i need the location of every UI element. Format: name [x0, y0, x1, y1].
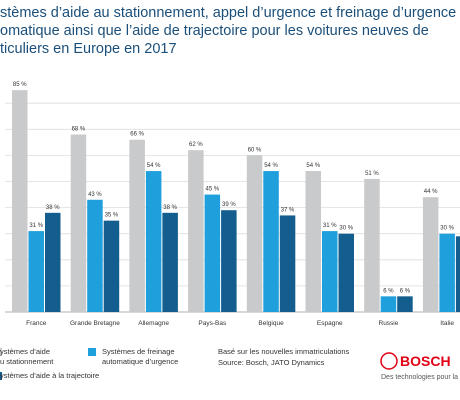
legend-label: u stationnement	[0, 357, 54, 366]
x-tick-label: Belgique	[258, 320, 284, 327]
data-label: 39 %	[222, 202, 236, 208]
chart-title: ticuliers en Europe en 2017	[0, 41, 177, 57]
data-label: 68 %	[72, 127, 86, 133]
bar	[188, 150, 204, 312]
data-label: 6 %	[400, 288, 411, 294]
bar	[439, 233, 455, 312]
data-label: 37 %	[281, 207, 295, 213]
data-label: 51 %	[365, 171, 379, 177]
x-tick-label: France	[26, 320, 47, 327]
bar	[221, 210, 237, 312]
legend-swatch	[88, 348, 96, 356]
bar	[305, 171, 321, 312]
data-label: 44 %	[424, 189, 438, 195]
data-label: 54 %	[147, 163, 161, 169]
legend-label: ystèmes d’aide	[0, 347, 50, 356]
note: Source: Bosch, JATO Dynamics	[218, 358, 325, 367]
bar	[279, 215, 296, 312]
data-label: 62 %	[189, 142, 203, 148]
legend-label: ystèmes d’aide à la trajectoire	[0, 371, 99, 380]
bar	[204, 194, 221, 312]
bar	[129, 139, 145, 312]
bar	[87, 199, 103, 312]
data-label: 43 %	[88, 192, 102, 198]
brand: BOSCH	[400, 353, 451, 369]
x-tick-label: Russie	[379, 320, 399, 327]
data-label: 85 %	[13, 82, 27, 88]
data-label: 30 %	[440, 226, 454, 232]
data-label: 31 %	[29, 223, 43, 229]
x-tick-label: Grande Bretagne	[70, 320, 120, 327]
data-label: 66 %	[130, 132, 144, 138]
bar	[422, 197, 439, 312]
data-label: 45 %	[206, 187, 220, 193]
bar	[364, 178, 380, 312]
data-label: 54 %	[264, 163, 278, 169]
legend-swatch	[0, 372, 2, 380]
bar	[263, 171, 279, 312]
x-tick-label: Espagne	[317, 320, 343, 327]
data-label: 31 %	[323, 223, 337, 229]
x-tick-label: Italie	[440, 320, 454, 327]
bar	[338, 233, 354, 312]
bar	[246, 155, 263, 312]
bar	[397, 296, 413, 312]
data-label: 30 %	[339, 226, 353, 232]
bar	[322, 231, 338, 312]
logo-mark	[380, 352, 398, 370]
bar	[455, 236, 460, 312]
bar	[45, 212, 61, 312]
legend-label: Systèmes de freinage	[102, 347, 175, 356]
data-label: 54 %	[306, 163, 320, 169]
tagline: Des technologies pour la	[381, 374, 458, 381]
data-label: 38 %	[46, 205, 60, 211]
data-label: 38 %	[163, 205, 177, 211]
legend-label: automatique d’urgence	[102, 357, 178, 366]
chart-title: stèmes d’aide au stationnement, appel d’…	[0, 5, 456, 21]
data-label: 35 %	[105, 213, 119, 219]
x-tick-label: Allemagne	[138, 320, 169, 327]
data-label: 6 %	[383, 288, 394, 294]
bar	[28, 231, 44, 312]
chart-title: omatique ainsi que l’aide de trajectoire…	[0, 23, 429, 39]
data-label: 60 %	[248, 147, 262, 153]
bar	[145, 171, 162, 312]
bar	[162, 212, 178, 312]
legend-swatch	[0, 348, 2, 356]
bar	[103, 220, 120, 312]
x-tick-label: Pays-Bas	[198, 320, 227, 327]
bar	[380, 296, 397, 312]
bar	[70, 134, 87, 312]
bar	[12, 90, 28, 313]
note: Basé sur les nouvelles immatriculations	[218, 347, 350, 356]
